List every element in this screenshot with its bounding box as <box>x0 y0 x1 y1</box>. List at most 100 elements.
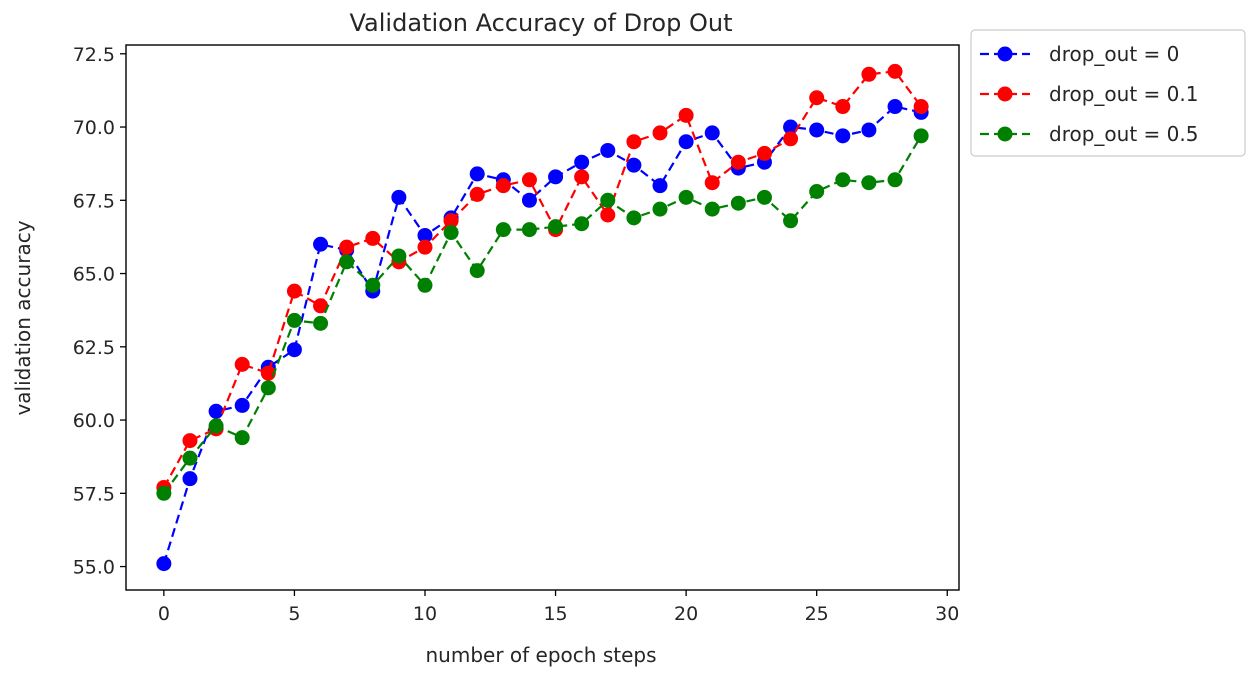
legend-marker <box>997 126 1013 142</box>
plot-frame <box>125 44 960 591</box>
data-point <box>730 154 746 170</box>
data-point <box>365 277 381 293</box>
data-point <box>469 186 485 202</box>
data-point <box>783 119 799 135</box>
data-point <box>704 125 720 141</box>
y-tick-label: 57.5 <box>73 483 115 505</box>
data-point <box>835 172 851 188</box>
legend-marker <box>997 86 1013 102</box>
data-point <box>887 99 903 115</box>
data-point <box>652 201 668 217</box>
data-point <box>313 298 329 314</box>
data-point <box>574 154 590 170</box>
data-point <box>783 213 799 229</box>
y-tick-label: 62.5 <box>73 337 115 359</box>
data-point <box>548 219 564 235</box>
x-tick-label: 15 <box>543 603 567 625</box>
data-point <box>234 397 250 413</box>
data-point <box>548 169 564 185</box>
y-tick-label: 60.0 <box>73 410 115 432</box>
data-point <box>469 263 485 279</box>
data-point <box>861 175 877 191</box>
data-point <box>286 312 302 328</box>
data-point <box>626 157 642 173</box>
data-point <box>260 365 276 381</box>
data-point <box>182 450 198 466</box>
data-point <box>652 125 668 141</box>
data-point <box>887 172 903 188</box>
data-point <box>156 485 172 501</box>
data-point <box>234 356 250 372</box>
data-point <box>208 418 224 434</box>
data-point <box>469 166 485 182</box>
data-point <box>913 128 929 144</box>
legend-label: drop_out = 0 <box>1049 42 1179 66</box>
data-point <box>756 145 772 161</box>
x-tick-label: 20 <box>674 603 698 625</box>
data-point <box>678 134 694 150</box>
x-tick-label: 0 <box>158 603 170 625</box>
data-point <box>756 189 772 205</box>
legend-label: drop_out = 0.5 <box>1049 122 1198 146</box>
data-point <box>286 283 302 299</box>
data-point <box>417 239 433 255</box>
data-point <box>286 342 302 358</box>
legend-label: drop_out = 0.1 <box>1049 82 1198 106</box>
x-tick-label: 30 <box>935 603 959 625</box>
x-tick-label: 5 <box>288 603 300 625</box>
data-point <box>600 142 616 158</box>
data-point <box>678 189 694 205</box>
data-point <box>783 131 799 147</box>
plot-series <box>156 63 929 572</box>
data-point <box>521 192 537 208</box>
data-point <box>313 236 329 252</box>
data-point <box>182 433 198 449</box>
data-point <box>156 556 172 572</box>
data-point <box>417 277 433 293</box>
data-point <box>809 90 825 106</box>
y-tick-label: 70.0 <box>73 117 115 139</box>
y-tick-label: 72.5 <box>73 44 115 66</box>
y-tick-label: 67.5 <box>73 190 115 212</box>
data-point <box>626 210 642 226</box>
data-point <box>234 430 250 446</box>
data-point <box>835 99 851 115</box>
y-tick-label: 55.0 <box>73 557 115 579</box>
data-point <box>574 169 590 185</box>
data-point <box>835 128 851 144</box>
legend-marker <box>997 46 1013 62</box>
data-point <box>600 207 616 223</box>
x-axis-label: number of epoch steps <box>426 643 657 667</box>
data-point <box>704 175 720 191</box>
legend-frame <box>970 29 1246 157</box>
data-point <box>730 195 746 211</box>
legend: drop_out = 0 drop_out = 0.1 drop_out = 0.5 <box>970 29 1246 157</box>
data-point <box>861 66 877 82</box>
data-point <box>313 315 329 331</box>
y-axis-label: validation accuracy <box>11 220 35 415</box>
data-point <box>887 63 903 79</box>
data-point <box>365 230 381 246</box>
data-point <box>495 222 511 238</box>
data-point <box>652 178 668 194</box>
series-group <box>156 128 929 501</box>
data-point <box>417 227 433 243</box>
data-point <box>913 99 929 115</box>
data-point <box>678 107 694 123</box>
data-point <box>443 213 459 229</box>
data-point <box>600 192 616 208</box>
data-point <box>260 380 276 396</box>
data-point <box>443 225 459 241</box>
data-point <box>809 184 825 200</box>
x-axis: 0 5 10 15 20 25 30 <box>158 590 959 625</box>
data-point <box>521 172 537 188</box>
data-point <box>391 248 407 264</box>
data-point <box>704 201 720 217</box>
data-point <box>861 122 877 138</box>
data-point <box>521 222 537 238</box>
x-tick-label: 10 <box>413 603 437 625</box>
data-point <box>574 216 590 232</box>
series-line <box>162 70 922 488</box>
y-tick-label: 65.0 <box>73 264 115 286</box>
